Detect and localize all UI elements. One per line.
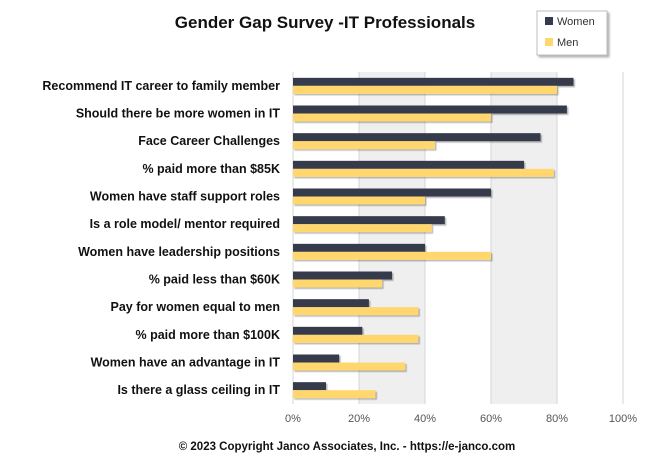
bar-women bbox=[293, 133, 541, 142]
grid-band bbox=[557, 72, 623, 404]
bar-women bbox=[293, 216, 445, 225]
legend: Women Men bbox=[536, 10, 608, 56]
x-tick-labels: 0% 20% 40% 60% 80% 100% bbox=[285, 413, 637, 425]
bar-women bbox=[293, 160, 524, 169]
legend-label-men: Men bbox=[557, 37, 578, 49]
bar-men bbox=[293, 390, 376, 399]
bar-women bbox=[293, 188, 491, 197]
bar-men bbox=[293, 362, 406, 371]
bar-women bbox=[293, 271, 392, 280]
bar-men bbox=[293, 334, 419, 343]
bar-women bbox=[293, 326, 363, 335]
bar-men bbox=[293, 141, 435, 150]
legend-swatch-men bbox=[545, 38, 553, 46]
category-label: Recommend IT career to family member bbox=[42, 79, 280, 93]
bar-women bbox=[293, 105, 567, 114]
bar-women bbox=[293, 299, 369, 308]
bar-men bbox=[293, 196, 425, 205]
category-label: Pay for women equal to men bbox=[111, 300, 280, 314]
category-label: Women have an advantage in IT bbox=[91, 356, 281, 370]
x-tick-label: 80% bbox=[546, 413, 568, 425]
x-tick-label: 20% bbox=[348, 413, 370, 425]
bar-men bbox=[293, 251, 491, 260]
bar-men bbox=[293, 168, 554, 177]
category-label: Women have leadership positions bbox=[78, 245, 280, 259]
x-tick-label: 40% bbox=[414, 413, 436, 425]
category-label: Should there be more women in IT bbox=[76, 107, 281, 121]
bar-men bbox=[293, 85, 557, 94]
bar-women bbox=[293, 354, 340, 363]
grid-band bbox=[491, 72, 557, 404]
copyright-footer: © 2023 Copyright Janco Associates, Inc. … bbox=[179, 441, 516, 453]
bar-men bbox=[293, 224, 432, 233]
bar-women bbox=[293, 243, 425, 252]
grid-band bbox=[425, 72, 491, 404]
category-label: % paid less than $60K bbox=[149, 273, 280, 287]
plot-bars bbox=[293, 77, 574, 399]
chart-title: Gender Gap Survey -IT Professionals bbox=[175, 13, 475, 32]
category-labels: Recommend IT career to family member Shou… bbox=[42, 79, 280, 397]
x-tick-label: 60% bbox=[480, 413, 502, 425]
legend-box bbox=[536, 10, 608, 56]
bar-men bbox=[293, 279, 383, 288]
bar-women bbox=[293, 382, 326, 391]
x-tick-label: 0% bbox=[285, 413, 301, 425]
category-label: Is a role model/ mentor required bbox=[90, 217, 280, 231]
category-label: Is there a glass ceiling in IT bbox=[117, 383, 280, 397]
category-label: Face Career Challenges bbox=[138, 134, 280, 148]
plot-grid bbox=[292, 72, 624, 404]
legend-swatch-women bbox=[545, 17, 553, 25]
category-label: Women have staff support roles bbox=[90, 190, 280, 204]
category-label: % paid more than $100K bbox=[136, 328, 281, 342]
legend-label-women: Women bbox=[557, 16, 595, 28]
grid-band bbox=[359, 72, 425, 404]
category-label: % paid more than $85K bbox=[142, 162, 280, 176]
x-tick-label: 100% bbox=[609, 413, 637, 425]
bar-men bbox=[293, 307, 419, 316]
grid-band bbox=[293, 72, 359, 404]
bar-men bbox=[293, 113, 491, 122]
bar-women bbox=[293, 77, 574, 86]
